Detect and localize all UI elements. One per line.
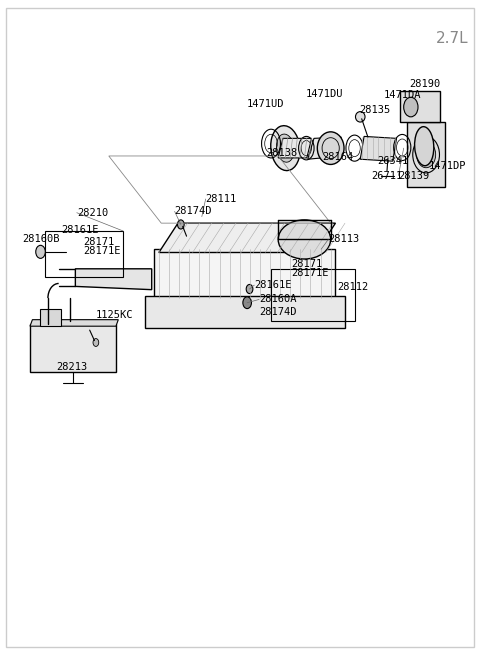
Polygon shape xyxy=(400,92,441,122)
Polygon shape xyxy=(278,138,312,158)
Polygon shape xyxy=(360,136,396,161)
Text: 28161E: 28161E xyxy=(254,280,292,290)
Text: 28113: 28113 xyxy=(328,234,360,244)
Text: 28160A: 28160A xyxy=(259,295,297,305)
Polygon shape xyxy=(30,320,118,326)
Text: 28213: 28213 xyxy=(56,362,87,371)
Text: 1471DU: 1471DU xyxy=(306,89,343,99)
Polygon shape xyxy=(144,296,345,328)
Ellipse shape xyxy=(404,97,418,117)
Ellipse shape xyxy=(246,284,253,293)
Polygon shape xyxy=(30,324,116,372)
Polygon shape xyxy=(75,269,152,290)
Ellipse shape xyxy=(317,132,344,164)
Ellipse shape xyxy=(356,111,365,122)
Text: 28171: 28171 xyxy=(84,237,115,247)
Text: 28190: 28190 xyxy=(409,79,441,89)
Text: 28174D: 28174D xyxy=(259,307,297,318)
Text: 28160B: 28160B xyxy=(23,234,60,244)
Polygon shape xyxy=(407,122,445,187)
Text: 28171: 28171 xyxy=(291,259,323,269)
Ellipse shape xyxy=(271,126,300,170)
Ellipse shape xyxy=(417,141,436,168)
Text: 28164: 28164 xyxy=(322,151,353,162)
Ellipse shape xyxy=(243,297,252,309)
Text: 28161E: 28161E xyxy=(61,225,98,235)
Ellipse shape xyxy=(276,134,294,162)
Text: 28210: 28210 xyxy=(77,208,108,217)
Polygon shape xyxy=(308,137,341,159)
Text: 28171E: 28171E xyxy=(291,269,329,278)
Text: 28171E: 28171E xyxy=(84,246,121,256)
Text: 26341: 26341 xyxy=(377,155,408,166)
Text: 1471DA: 1471DA xyxy=(384,90,421,100)
Text: 28139: 28139 xyxy=(398,170,430,181)
Polygon shape xyxy=(159,223,336,252)
Text: 1471UD: 1471UD xyxy=(247,100,285,109)
Text: 28174D: 28174D xyxy=(175,206,212,216)
Bar xyxy=(39,309,61,326)
Ellipse shape xyxy=(36,246,45,258)
Ellipse shape xyxy=(278,220,331,259)
Text: 28135: 28135 xyxy=(360,105,391,115)
Ellipse shape xyxy=(178,220,184,229)
Ellipse shape xyxy=(415,126,434,166)
Text: 1471DP: 1471DP xyxy=(429,161,467,172)
Text: 2.7L: 2.7L xyxy=(436,31,468,46)
Polygon shape xyxy=(154,250,336,298)
Text: 28138: 28138 xyxy=(266,148,297,159)
Ellipse shape xyxy=(93,339,99,346)
Text: 28112: 28112 xyxy=(337,282,369,292)
Text: 1125KC: 1125KC xyxy=(96,310,133,320)
Text: 26711: 26711 xyxy=(371,170,402,181)
Text: 28111: 28111 xyxy=(205,194,237,204)
